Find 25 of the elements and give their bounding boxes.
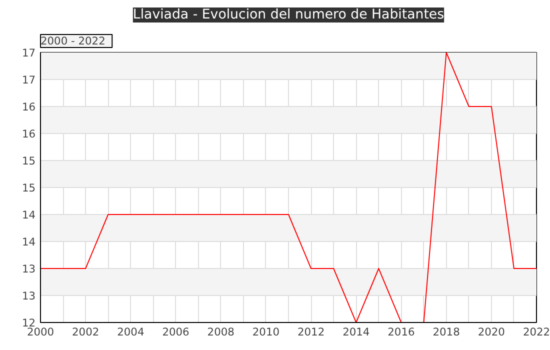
x-tick-label: 2012 [297,326,325,338]
x-tick-label: 2014 [342,326,370,338]
x-tick-label: 2002 [72,326,100,338]
x-tick-label: 2008 [207,326,235,338]
x-tick-label: 2020 [478,326,506,338]
x-tick-label: 2018 [432,326,460,338]
x-tick-label: 2016 [388,326,416,338]
y-tick-label: 15 [22,154,36,168]
text: 2000 - 2022 [40,34,106,48]
y-tick-label: 17 [22,74,36,86]
x-tick-label: 2010 [252,326,280,338]
x-tick-label: 2004 [117,326,144,338]
x-tick-label: 2000 [26,326,54,338]
y-tick-label: 13 [22,262,36,276]
y-tick-label: 14 [22,208,36,222]
y-tick-label: 13 [22,290,36,302]
line-series [40,52,536,322]
y-tick-label: 14 [22,236,36,248]
x-tick-label: 2006 [162,326,190,338]
y-tick-label: 15 [22,182,36,194]
x-tick-label: 2022 [522,326,550,338]
y-tick-label: 17 [22,46,36,60]
y-tick-label: 16 [22,100,36,114]
chart-title: Llaviada - Evolucion del numero de Habitantes [132,8,444,22]
y-tick-label: 16 [22,128,36,140]
